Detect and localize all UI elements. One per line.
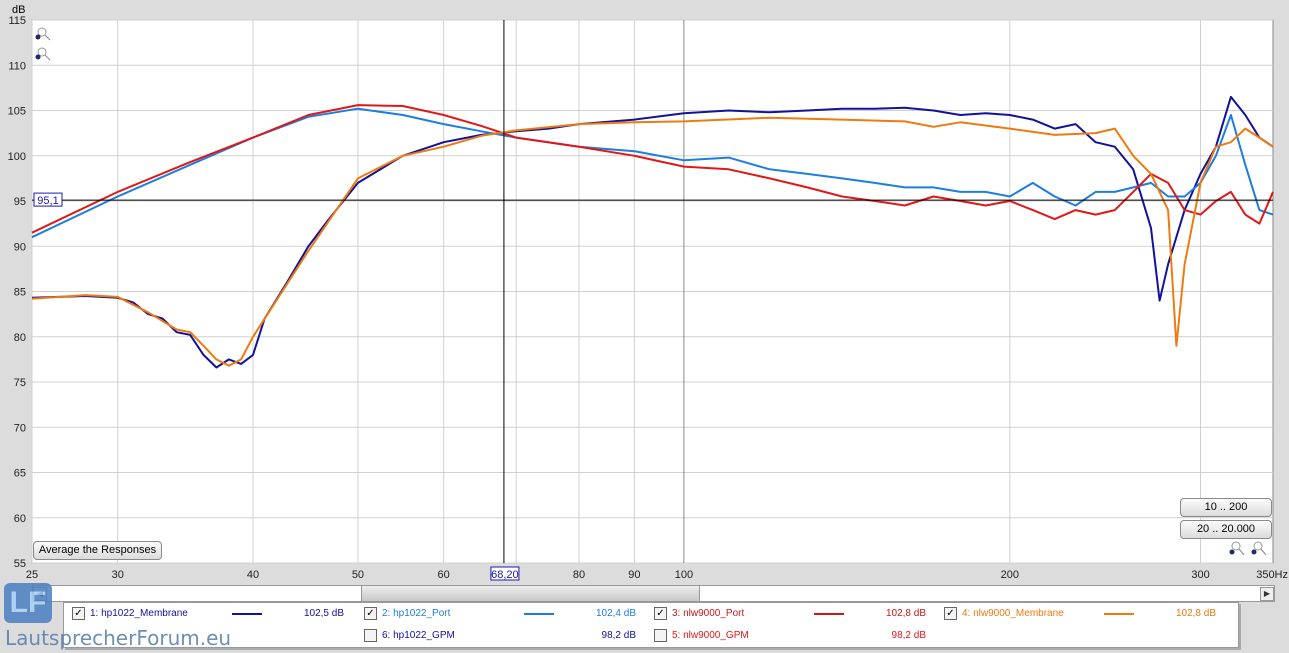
y-tick-label: 90	[14, 241, 26, 253]
zoom-in-icon[interactable]	[35, 27, 51, 41]
y-tick-label: 100	[8, 151, 26, 163]
legend-checkbox[interactable]	[364, 629, 377, 642]
watermark-logo: LF	[4, 583, 52, 623]
x-tick-label: 100	[675, 569, 693, 581]
legend-label: 4: nlw9000_Membrane	[962, 608, 1064, 619]
range-10-200-button[interactable]: 10 .. 200	[1180, 498, 1272, 517]
y-tick-label: 105	[8, 106, 26, 118]
legend-item: ✓ 1: hp1022_Membrane 102,5 dB	[72, 607, 352, 621]
watermark-text: LautsprecherForum.eu	[5, 626, 232, 650]
legend-item: ✓ 2: hp1022_Port 102,4 dB	[364, 607, 644, 621]
series-group	[31, 95, 1274, 369]
cursor-x-readout: 68,20	[491, 569, 519, 581]
legend-value: 98,2 dB	[601, 630, 636, 641]
series-line-2-hp1022-port	[31, 107, 1274, 239]
series-line-1-hp1022-membrane	[31, 95, 1274, 369]
scrollbar-thumb[interactable]	[361, 586, 700, 601]
legend-value: 102,5 dB	[303, 608, 344, 619]
frequency-response-chart[interactable]: 55 60 65 70 75 80 85 90 95 100 105 110 115 25 30 40 50 60…	[0, 0, 1289, 585]
legend-label: 2: hp1022_Port	[382, 608, 451, 619]
y-tick-label: 115	[8, 15, 26, 27]
y-tick-label: 110	[8, 60, 26, 72]
zoom-in-icon-x[interactable]	[1251, 541, 1267, 556]
x-tick-label: 30	[112, 569, 124, 581]
legend-checkbox[interactable]	[654, 629, 667, 642]
y-tick-label: 85	[14, 287, 26, 299]
y-axis-unit: dB	[12, 4, 25, 16]
legend-checkbox[interactable]: ✓	[72, 607, 85, 620]
y-tick-label: 55	[14, 558, 26, 570]
legend-value: 98,2 dB	[891, 630, 926, 641]
x-tick-label: 40	[247, 569, 259, 581]
legend-line-swatch	[232, 613, 262, 615]
y-tick-label: 65	[14, 468, 26, 480]
zoom-out-icon[interactable]	[35, 47, 51, 61]
series-line-4-nlw9000-membrane	[31, 116, 1274, 367]
x-tick-label: 80	[573, 569, 585, 581]
legend-checkbox[interactable]: ✓	[364, 607, 377, 620]
y-tick-label: 60	[14, 513, 26, 525]
legend-value: 102,8 dB	[885, 608, 926, 619]
cursor-y-readout: 95,1	[37, 195, 58, 207]
y-tick-label: 75	[14, 377, 26, 389]
cursor[interactable]: 68,20 95,1	[32, 20, 1273, 581]
cursor-y-readout-box	[33, 192, 63, 207]
x-tick-label: 300	[1191, 569, 1209, 581]
legend-value: 102,4 dB	[595, 608, 636, 619]
legend: ✓ 1: hp1022_Membrane 102,5 dB ✓ 2: hp1022…	[63, 602, 1239, 648]
x-tick-label: 200	[1001, 569, 1019, 581]
legend-label: 5: nlw9000_GPM	[672, 630, 749, 641]
legend-label: 6: hp1022_GPM	[382, 630, 455, 641]
legend-item: ✓ 3: nlw9000_Port 102,8 dB	[654, 607, 934, 621]
legend-label: 3: nlw9000_Port	[672, 608, 745, 619]
legend-line-swatch	[524, 613, 554, 615]
legend-line-swatch	[814, 613, 844, 615]
x-tick-label: 50	[352, 569, 364, 581]
cursor-x-readout-box	[490, 566, 520, 581]
horizontal-scrollbar[interactable]: ◀ ▶	[32, 585, 1275, 602]
scroll-right-arrow[interactable]: ▶	[1260, 587, 1274, 601]
x-tick-label: 25	[26, 569, 38, 581]
legend-item: 5: nlw9000_GPM 98,2 dB	[654, 629, 934, 643]
tick-labels: 55 60 65 70 75 80 85 90 95 100 105 110 115 25 30 40 50 60…	[8, 15, 1288, 581]
range-20-20000-button[interactable]: 20 .. 20.000	[1180, 520, 1272, 539]
y-tick-label: 70	[14, 422, 26, 434]
legend-line-swatch	[1104, 613, 1134, 615]
zoom-out-icon-x[interactable]	[1229, 541, 1245, 556]
x-end-label: 350Hz	[1256, 569, 1288, 581]
legend-checkbox[interactable]: ✓	[654, 607, 667, 620]
average-responses-button[interactable]: Average the Responses	[33, 541, 162, 560]
legend-value: 102,8 dB	[1175, 608, 1216, 619]
series-line-3-nlw9000-port	[31, 104, 1274, 234]
legend-item: 6: hp1022_GPM 98,2 dB	[364, 629, 644, 643]
x-tick-label: 60	[438, 569, 450, 581]
grid	[31, 19, 1273, 564]
x-tick-label: 90	[628, 569, 640, 581]
y-tick-label: 80	[14, 332, 26, 344]
y-tick-label: 95	[14, 196, 26, 208]
legend-item: ✓ 4: nlw9000_Membrane 102,8 dB	[944, 607, 1224, 621]
legend-checkbox[interactable]: ✓	[944, 607, 957, 620]
legend-label: 1: hp1022_Membrane	[90, 608, 188, 619]
